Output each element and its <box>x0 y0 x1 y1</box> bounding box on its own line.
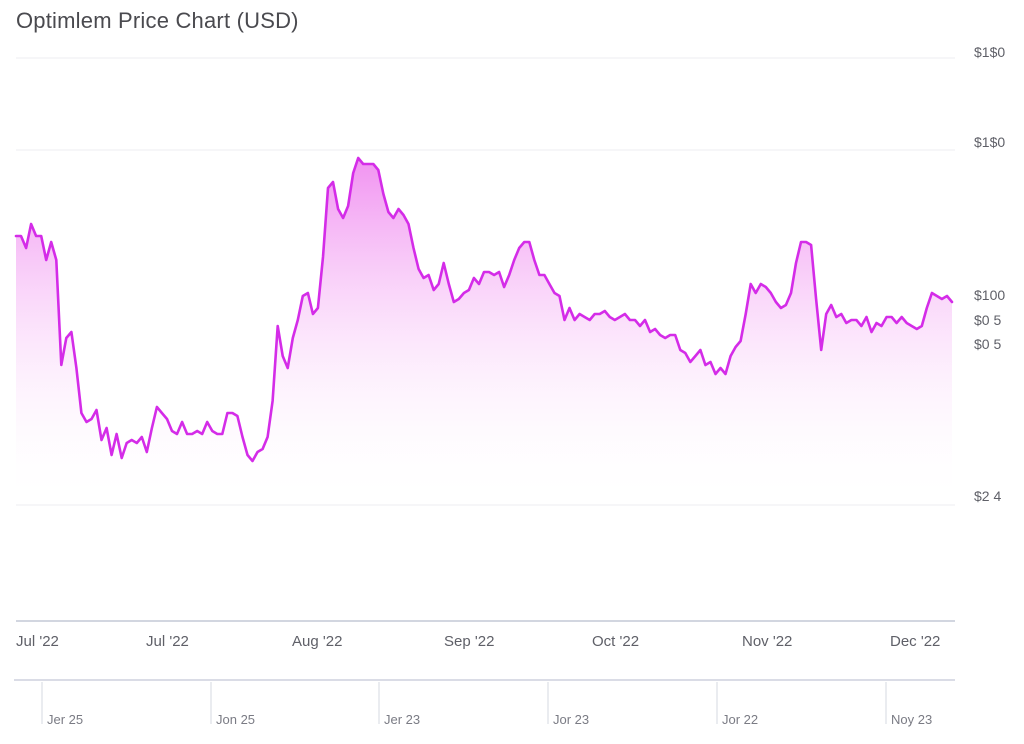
x-tick-label: Jul '22 <box>146 633 189 650</box>
x-tick-label: Dec '22 <box>890 633 940 650</box>
price-line-group <box>14 156 954 463</box>
navigator-label: Jer 23 <box>384 712 420 727</box>
y-tick-label: $0 5 <box>974 336 1001 352</box>
y-tick-label: $0 5 <box>974 312 1001 328</box>
area-fill-group <box>16 158 952 505</box>
y-axis-labels: $1$0 $1$0 $100 $0 5 $0 5 $2 4 <box>974 44 1005 504</box>
x-tick-label: Nov '22 <box>742 633 792 650</box>
y-tick-label: $1$0 <box>974 44 1005 60</box>
x-tick-label: Sep '22 <box>444 633 494 650</box>
y-tick-label: $1$0 <box>974 134 1005 150</box>
y-tick-label: $100 <box>974 287 1005 303</box>
navigator-label: Jer 25 <box>47 712 83 727</box>
range-navigator[interactable]: Jer 25 Jon 25 Jer 23 Jor 23 Jor 22 Noy 23 <box>14 679 955 727</box>
price-line <box>14 156 954 463</box>
x-tick-label: Jul '22 <box>16 633 59 650</box>
navigator-label: Noy 23 <box>891 712 932 727</box>
x-tick-label: Aug '22 <box>292 633 342 650</box>
price-area <box>16 158 952 505</box>
navigator-label: Jon 25 <box>216 712 255 727</box>
y-tick-label: $2 4 <box>974 488 1001 504</box>
navigator-label: Jor 23 <box>553 712 589 727</box>
x-tick-label: Oct '22 <box>592 633 639 650</box>
chart-title: Optimlem Price Chart (USD) <box>16 8 299 33</box>
navigator-label: Jor 22 <box>722 712 758 727</box>
x-axis: Jul '22 Jul '22 Aug '22 Sep '22 Oct '22 Nov '… <box>16 620 955 650</box>
